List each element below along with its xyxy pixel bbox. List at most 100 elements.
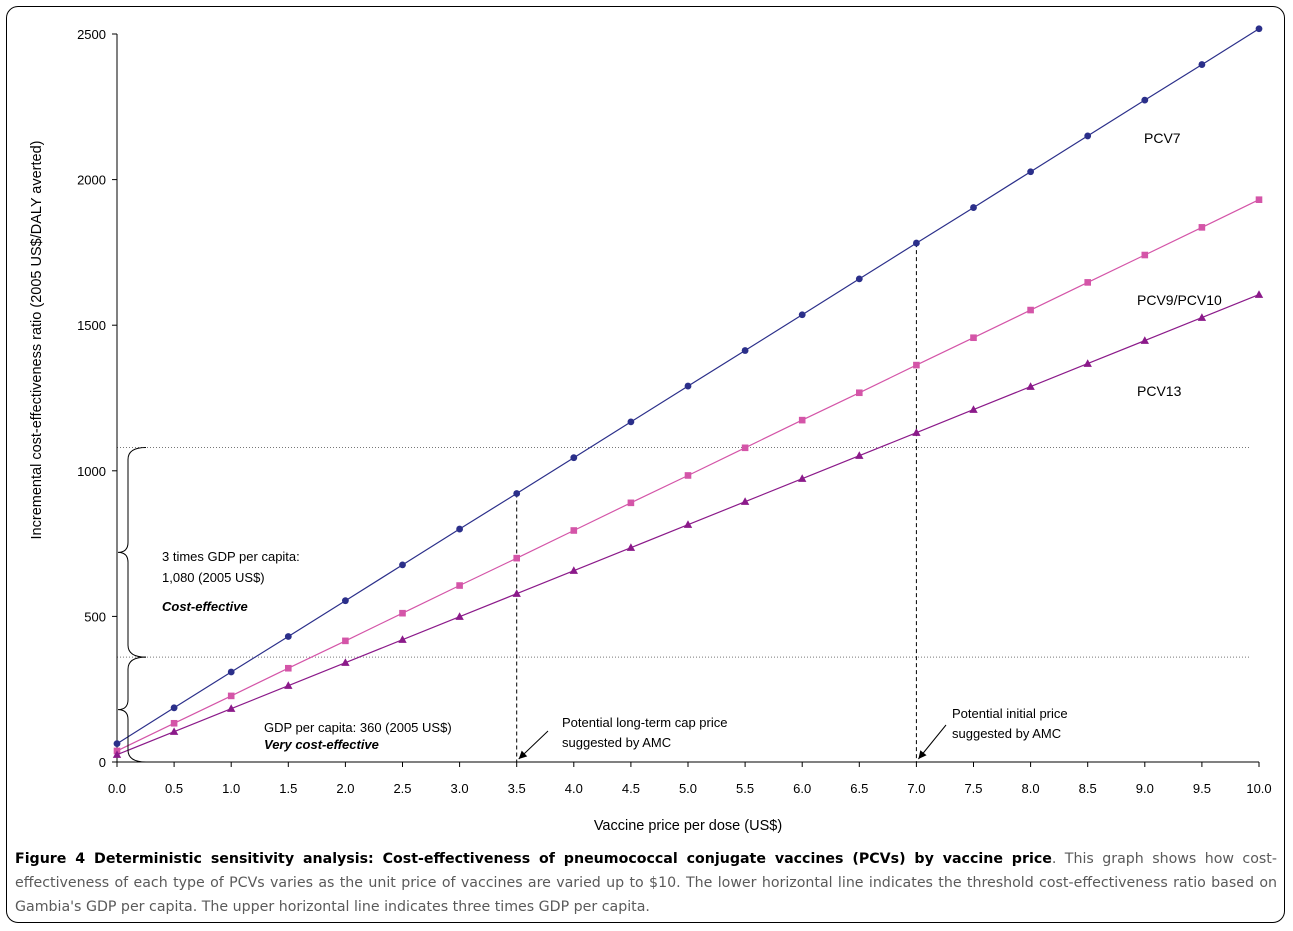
x-tick-label: 3.0: [451, 781, 469, 796]
y-tick-label: 2500: [77, 27, 106, 42]
data-point: [970, 334, 977, 342]
data-point: [1141, 96, 1149, 104]
x-tick-label: 8.0: [1022, 781, 1040, 796]
data-point: [1254, 290, 1264, 298]
data-point: [170, 719, 178, 727]
data-point: [342, 597, 349, 605]
data-point: [227, 692, 235, 700]
data-point: [912, 428, 921, 436]
data-point: [627, 418, 635, 426]
data-point: [741, 444, 749, 452]
data-point: [513, 490, 521, 497]
data-point: [1027, 168, 1034, 176]
data-point: [855, 275, 863, 283]
x-tick-label: 7.0: [907, 781, 925, 796]
threshold-lower-category: Very cost-effective: [264, 737, 379, 752]
data-point: [456, 525, 463, 533]
x-tick-label: 5.5: [736, 781, 754, 796]
series-label-pcv13: PCV13: [1137, 383, 1182, 399]
data-point: [913, 361, 920, 369]
x-tick-label: 5.0: [679, 781, 697, 796]
x-tick-label: 0.0: [108, 781, 126, 796]
figure-caption: Figure 4 Deterministic sensitivity analy…: [15, 847, 1277, 919]
x-tick-label: 9.5: [1193, 781, 1211, 796]
data-point: [913, 239, 920, 247]
data-point: [855, 451, 864, 459]
data-point: [684, 472, 692, 479]
data-point: [1198, 61, 1206, 68]
initial-price-arrow-head: [918, 750, 927, 759]
data-point: [740, 497, 750, 505]
x-tick-label: 1.0: [222, 781, 240, 796]
x-tick-label: 10.0: [1246, 781, 1271, 796]
axes: 0 500 1000 1500 2000 2500 0.0 0.5 1.0 1.5 2.0 2.5 3.…: [77, 27, 1272, 796]
data-point: [227, 668, 235, 676]
data-point: [856, 389, 863, 397]
x-tick-label: 4.5: [622, 781, 640, 796]
data-point: [455, 612, 464, 620]
brace-very-cost-effective: [117, 656, 147, 763]
data-point: [1198, 224, 1206, 231]
data-point: [513, 554, 520, 562]
data-point: [569, 566, 578, 574]
y-axis-title: Incremental cost-effectiveness ratio (20…: [29, 141, 45, 540]
data-point: [627, 499, 635, 507]
data-point: [341, 658, 350, 666]
caption-text: . This graph shows how cost-effectivenes…: [15, 851, 1277, 915]
data-point: [970, 204, 977, 211]
data-point: [342, 637, 349, 645]
data-point: [798, 311, 806, 319]
data-point: [398, 635, 407, 643]
data-point: [169, 727, 179, 735]
x-tick-label: 8.5: [1079, 781, 1097, 796]
data-point: [1027, 306, 1034, 314]
data-point: [227, 704, 236, 712]
line-chart: 0 500 1000 1500 2000 2500 0.0 0.5 1.0 1.5 2.0 2.5 3.…: [29, 25, 1272, 834]
x-tick-label: 2.0: [336, 781, 354, 796]
threshold-lines: [117, 243, 1250, 762]
series-group: [112, 25, 1264, 758]
x-tick-label: 7.5: [964, 781, 982, 796]
data-point: [570, 454, 578, 462]
annotations: Vaccine price per dose (US$) Incremental…: [29, 130, 1222, 834]
threshold-upper-category: Cost-effective: [162, 599, 248, 614]
y-tick-label: 2000: [77, 173, 106, 188]
y-tick-label: 1500: [77, 318, 106, 333]
x-tick-label: 6.5: [850, 781, 868, 796]
data-point: [285, 664, 292, 672]
data-point: [112, 750, 122, 758]
data-point: [399, 561, 406, 569]
figure-frame: [6, 6, 1285, 923]
cap-price-arrow-head: [518, 750, 528, 759]
x-tick-label: 0.5: [165, 781, 183, 796]
data-point: [1141, 251, 1149, 259]
data-point: [284, 681, 293, 689]
data-point: [284, 633, 292, 640]
data-point: [1083, 359, 1092, 367]
cap-price-label-line2: suggested by AMC: [562, 735, 671, 750]
data-point: [170, 704, 178, 712]
data-point: [456, 582, 463, 589]
y-tick-label: 500: [84, 609, 106, 624]
data-point: [1255, 25, 1263, 33]
series-label-pcv9-pcv10: PCV9/PCV10: [1137, 292, 1222, 308]
x-tick-label: 9.0: [1136, 781, 1154, 796]
x-tick-label: 6.0: [793, 781, 811, 796]
initial-price-label-line2: suggested by AMC: [952, 726, 1061, 741]
x-tick-label: 1.5: [279, 781, 297, 796]
y-tick-label: 0: [99, 755, 106, 770]
cap-price-label-line1: Potential long-term cap price: [562, 715, 727, 730]
data-point: [683, 520, 693, 528]
data-point: [1084, 279, 1091, 286]
y-tick-label: 1000: [77, 464, 106, 479]
series-label-pcv7: PCV7: [1144, 130, 1181, 146]
data-point: [1140, 336, 1149, 344]
caption-title: Figure 4 Deterministic sensitivity analy…: [15, 851, 1052, 867]
data-point: [684, 382, 692, 390]
brace-cost-effective: [117, 447, 147, 658]
x-axis-title: Vaccine price per dose (US$): [594, 818, 782, 834]
data-point: [741, 347, 749, 354]
data-point: [626, 543, 636, 551]
data-point: [1084, 132, 1092, 140]
threshold-upper-label-line2: 1,080 (2005 US$): [162, 570, 265, 585]
